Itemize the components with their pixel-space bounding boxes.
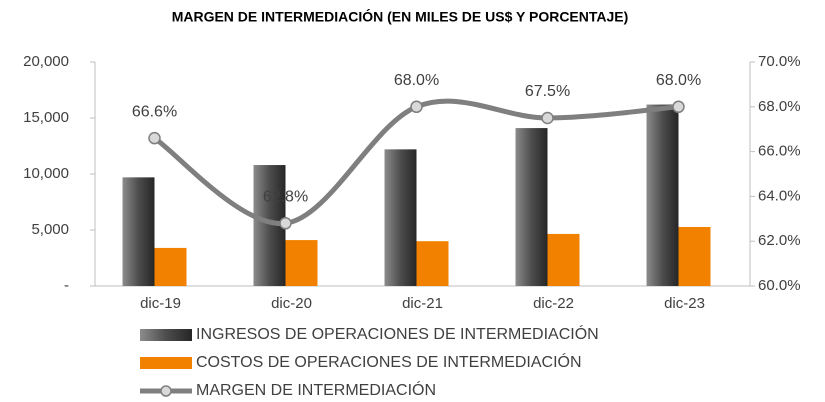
line-point	[410, 100, 423, 114]
bar	[384, 149, 417, 286]
y2-tick-label: 68.0%	[758, 98, 801, 115]
y2-tick-label: 64.0%	[758, 187, 801, 204]
y-tick-label: 10,000	[23, 165, 69, 182]
data-label: 68.0%	[656, 72, 701, 89]
y-tick-label: -	[64, 277, 69, 294]
bar	[515, 128, 548, 286]
x-tick-label: dic-20	[271, 295, 312, 312]
y-tick-label: 5,000	[31, 221, 69, 238]
bar	[416, 241, 449, 286]
line	[153, 98, 679, 226]
bar	[285, 240, 318, 286]
x-tick-label: dic-22	[533, 295, 574, 312]
line-point	[541, 111, 554, 125]
x-tick-label: dic-23	[664, 295, 705, 312]
y-tick-label: 20,000	[23, 53, 69, 70]
bar	[122, 177, 155, 286]
data-label: 62.8%	[263, 188, 308, 205]
data-label: 67.5%	[525, 83, 570, 100]
x-tick-label: dic-19	[140, 295, 181, 312]
line-point	[148, 131, 161, 145]
legend-swatch	[140, 357, 192, 369]
line-point	[672, 100, 685, 114]
y2-tick-label: 66.0%	[758, 143, 801, 160]
bar	[646, 104, 679, 286]
y2-tick-label: 60.0%	[758, 277, 801, 294]
y2-tick-label: 62.0%	[758, 232, 801, 249]
chart-title: MARGEN DE INTERMEDIACIÓN (EN MILES DE US…	[172, 8, 629, 25]
bar	[678, 226, 711, 286]
x-tick-label: dic-21	[402, 295, 443, 312]
legend-label: INGRESOS DE OPERACIONES DE INTERMEDIACIÓ…	[196, 324, 599, 343]
line-point	[279, 217, 292, 230]
data-label: 66.6%	[132, 103, 177, 120]
legend-label: MARGEN DE INTERMEDIACIÓN	[196, 380, 436, 399]
data-label: 68.0%	[394, 72, 439, 89]
bar	[547, 233, 580, 286]
legend-label: COSTOS DE OPERACIONES DE INTERMEDIACIÓN	[196, 352, 582, 371]
legend-swatch	[140, 329, 192, 341]
legend-swatch	[160, 385, 172, 397]
y-tick-label: 15,000	[23, 109, 69, 126]
y2-tick-label: 70.0%	[758, 53, 801, 70]
bar	[154, 247, 187, 286]
